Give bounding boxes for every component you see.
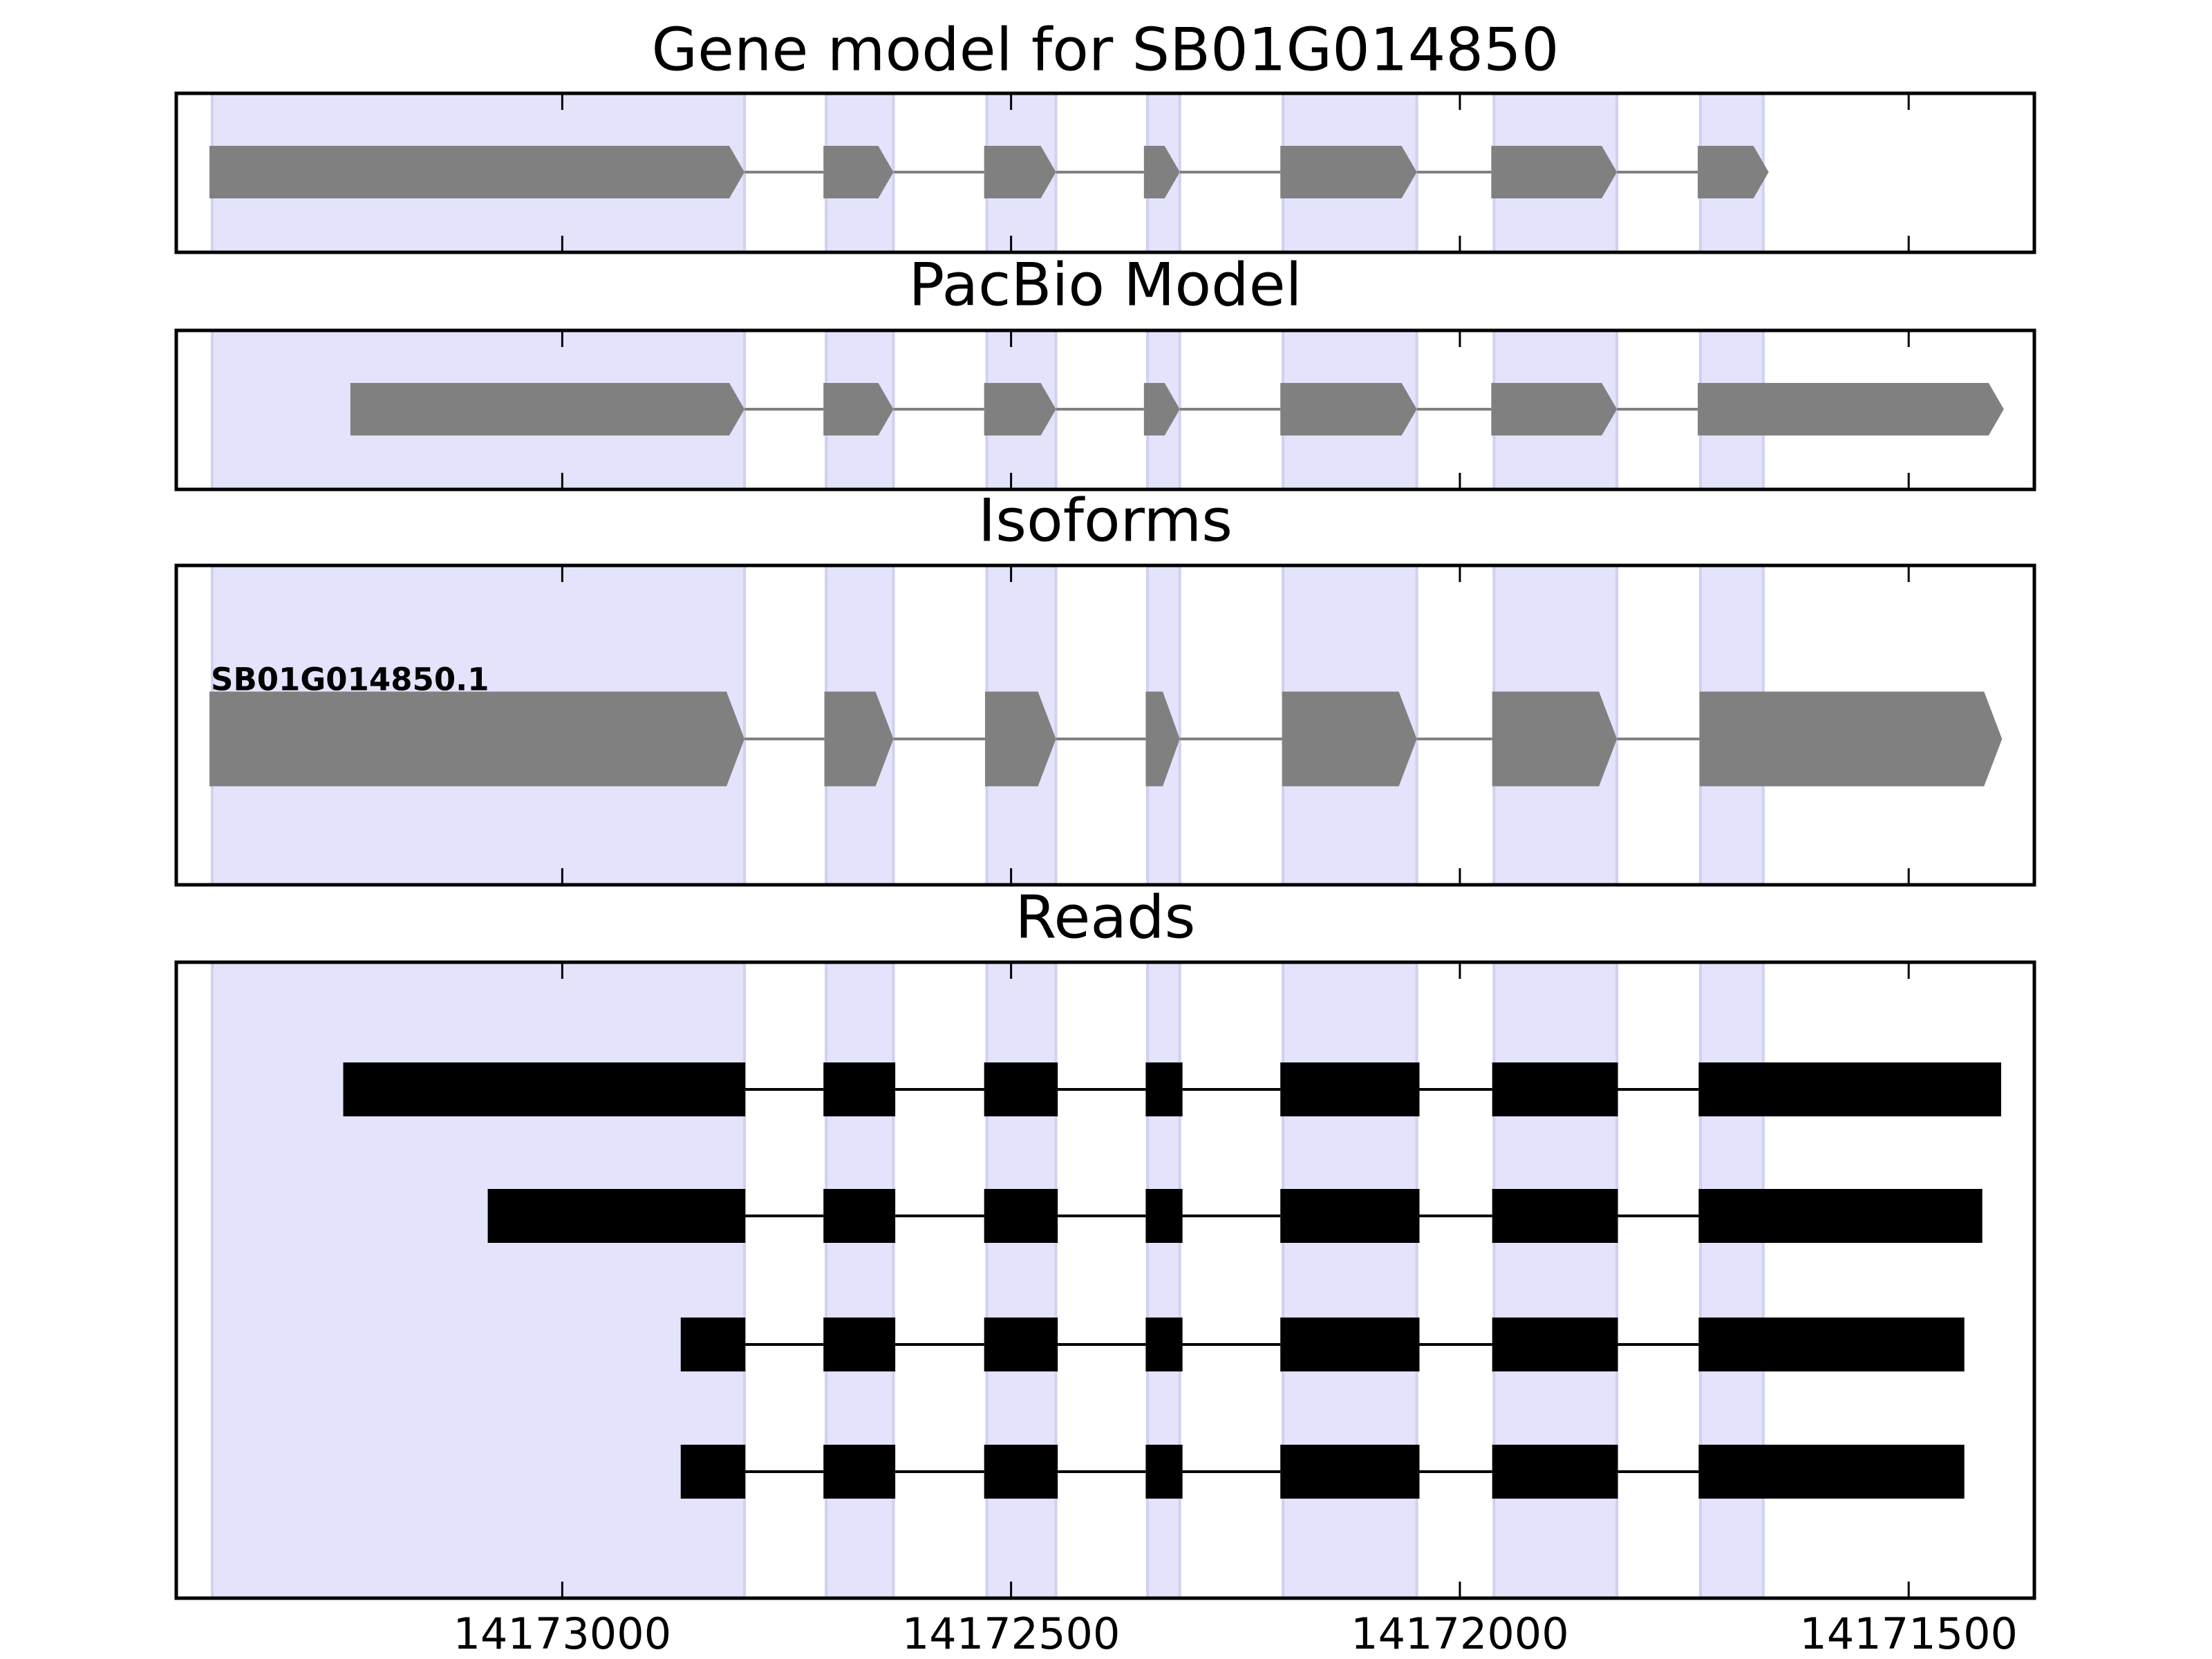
exon-region [985, 961, 1058, 1600]
exon [350, 383, 744, 435]
exon [1698, 1318, 1965, 1371]
exon [1698, 1189, 1983, 1243]
exon [1698, 383, 2004, 435]
exon [1491, 146, 1618, 198]
exon [1280, 1445, 1420, 1499]
exon [1698, 1062, 2001, 1116]
exon [1145, 1445, 1183, 1499]
exon [680, 1445, 746, 1499]
exon [1145, 1318, 1183, 1371]
exon [343, 1062, 746, 1116]
exon [209, 146, 744, 198]
exon [1280, 383, 1417, 435]
x-tick-label: 14173000 [453, 1609, 672, 1659]
exon [1145, 691, 1180, 787]
exon [1699, 691, 2003, 787]
panel-title: Reads [1015, 883, 1196, 952]
exon [984, 691, 1056, 787]
exon [1492, 1318, 1618, 1371]
exon [1143, 146, 1180, 198]
exon [1492, 1189, 1618, 1243]
exon [823, 1189, 896, 1243]
exon [1280, 1318, 1420, 1371]
exon [823, 383, 894, 435]
exon [1491, 383, 1618, 435]
exon-region [1698, 961, 1765, 1600]
panel-title: Isoforms [978, 486, 1232, 555]
exon [984, 146, 1056, 198]
exon [984, 1318, 1058, 1371]
exon-region [1282, 961, 1418, 1600]
exon-region [210, 961, 746, 1600]
panel-frame [174, 960, 2036, 1600]
panel-frame [174, 563, 2036, 887]
exon [1698, 146, 1769, 198]
exon [1280, 146, 1417, 198]
panel-frame [174, 328, 2036, 491]
exon [823, 146, 894, 198]
exon [984, 1062, 1058, 1116]
exon [1145, 1062, 1183, 1116]
exon [984, 1189, 1058, 1243]
x-tick-label: 14171500 [1799, 1609, 2018, 1659]
exon [823, 1318, 896, 1371]
exon [823, 1445, 896, 1499]
exon-region [825, 961, 895, 1600]
exon [209, 691, 744, 787]
exon [1145, 1189, 1183, 1243]
exon [487, 1189, 746, 1243]
panel-title: PacBio Model [908, 250, 1302, 319]
exon [1280, 1062, 1420, 1116]
exon [1492, 691, 1618, 787]
exon [984, 1445, 1058, 1499]
x-tick-label: 14172000 [1351, 1609, 1569, 1659]
exon [1280, 1189, 1420, 1243]
exon [1492, 1445, 1618, 1499]
exon-region [1492, 961, 1619, 1600]
exon [823, 1062, 896, 1116]
exon [1492, 1062, 1618, 1116]
x-tick-label: 14172500 [902, 1609, 1121, 1659]
exon [1143, 383, 1180, 435]
exon [1282, 691, 1417, 787]
exon [984, 383, 1056, 435]
exon [824, 691, 894, 787]
isoform-label: SB01G014850.1 [211, 662, 489, 698]
panel-title: Gene model for SB01G014850 [652, 15, 1559, 84]
exon-region [1146, 961, 1181, 1600]
exon [680, 1318, 746, 1371]
panel-frame [174, 91, 2036, 254]
exon [1698, 1445, 1965, 1499]
